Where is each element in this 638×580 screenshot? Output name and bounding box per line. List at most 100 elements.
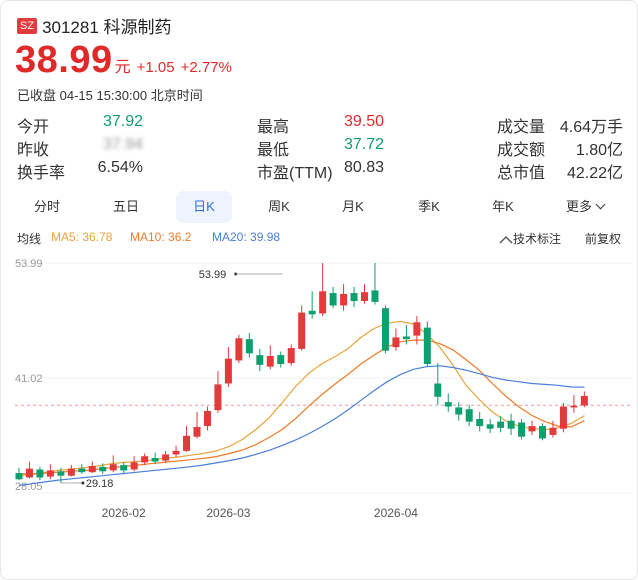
stat-label: 市盈(TTM) (257, 165, 333, 182)
market-badge: SZ (17, 17, 38, 34)
low-marker-dot (81, 481, 85, 485)
indicator-icon (499, 235, 513, 244)
chevron-down-icon (595, 199, 606, 210)
candle-body (141, 456, 149, 463)
x-tick-label: 2026-04 (374, 506, 418, 520)
candle-body (298, 312, 306, 349)
stock-name: 301281 科源制药 (42, 18, 172, 37)
candle-body (25, 468, 33, 478)
tab-5[interactable]: 季K (418, 199, 440, 214)
y-tick-label: 53.99 (15, 258, 43, 270)
candle-body (36, 469, 44, 478)
indicator-label: 技术标注 (513, 232, 562, 246)
candle-body (580, 395, 588, 406)
stat-label: 成交量 (497, 119, 546, 136)
stat-7: 市盈(TTM) 80.83 (257, 159, 384, 182)
stat-value: 37.72 (343, 136, 384, 153)
candle-body (361, 292, 369, 302)
tab-7[interactable]: 更多 (557, 191, 613, 223)
ma-line-ma10 (19, 339, 585, 475)
candle-body (392, 337, 400, 348)
candle-body (549, 427, 557, 435)
candle-body (172, 450, 180, 455)
candle-body (559, 406, 567, 429)
candle-body (434, 383, 442, 397)
stat-8: 总市值 42.22亿 (497, 159, 623, 182)
candle-body (277, 355, 285, 364)
price-change-pct: +2.77% (180, 59, 232, 76)
stat-label: 换手率 (17, 165, 66, 182)
candle-body (444, 402, 452, 407)
candle-body (46, 470, 54, 477)
candle-body (287, 348, 295, 364)
stat-value: 6.54% (97, 159, 143, 176)
candle-body (256, 355, 264, 365)
candle-body (15, 473, 23, 480)
stat-label: 最高 (257, 119, 290, 136)
price-row: 38.99 元 +1.05 +2.77% (15, 39, 232, 82)
candle-body (329, 293, 337, 306)
tab-3[interactable]: 周K (268, 199, 290, 214)
candle-body (78, 468, 86, 473)
ma10-label: MA10: 36.2 (130, 230, 192, 244)
tab-2[interactable]: 日K (176, 191, 232, 223)
candle-body (99, 466, 107, 472)
candle-body (319, 291, 327, 314)
stat-label: 今开 (17, 119, 50, 136)
stat-5: 成交额 1.80亿 (497, 136, 623, 159)
high-marker-label: 53.99 (199, 269, 227, 281)
candle-body (193, 426, 201, 437)
indicator-button[interactable]: 技术标注 (499, 230, 561, 247)
y-tick-label: 41.02 (15, 373, 43, 385)
candle-body (235, 338, 243, 361)
candle-body (88, 465, 96, 473)
stat-value: 37.94 (102, 136, 143, 153)
tab-0[interactable]: 分时 (33, 199, 60, 214)
candle-body (371, 290, 379, 302)
title-row: SZ 301281 科源制药 (17, 13, 172, 38)
tab-6[interactable]: 年K (492, 199, 514, 214)
candle-body (308, 310, 316, 315)
period-tabs: 分时 五日 日K 周K 月K 季K 年K 更多 (17, 191, 627, 223)
candle-body (245, 339, 253, 354)
market-status: 已收盘 04-15 15:30:00 北京时间 (17, 88, 203, 103)
candle-body (465, 409, 473, 422)
kline-chart: 53.99 41.02 28.05 53.99 29.18 2026-02 2026-03 2… (15, 258, 633, 520)
tab-4[interactable]: 月K (342, 199, 364, 214)
stat-label: 总市值 (497, 165, 546, 182)
ma-legend: 均线 MA5: 36.78 MA10: 36.2 MA20: 39.98 技术标… (17, 230, 627, 248)
price-unit: 元 (114, 59, 131, 76)
candle-body (162, 454, 170, 461)
candle-body (350, 293, 358, 302)
candle-body (203, 410, 211, 427)
candle-body (518, 422, 526, 437)
stat-value: 4.64万手 (559, 119, 623, 136)
stat-label: 昨收 (17, 142, 50, 159)
candle-body (497, 421, 505, 428)
candle-body (570, 405, 578, 408)
candle-body (402, 336, 410, 340)
candle-body (455, 407, 463, 415)
tab-1[interactable]: 五日 (112, 199, 139, 214)
stat-value: 80.83 (343, 159, 384, 176)
ma5-label: MA5: 36.78 (51, 230, 113, 244)
candle-body (381, 308, 389, 351)
ma-legend-title: 均线 (17, 232, 42, 246)
x-tick-label: 2026-02 (102, 506, 146, 520)
candle-body (413, 322, 421, 336)
stat-1: 最高 39.50 (257, 113, 384, 136)
low-marker-label: 29.18 (86, 478, 114, 490)
stat-value: 42.22亿 (566, 165, 623, 182)
adjust-button[interactable]: 前复权 (585, 232, 622, 246)
stat-0: 今开 37.92 (17, 113, 143, 136)
candle-body (130, 462, 138, 470)
stat-3: 昨收 37.94 (17, 136, 143, 159)
candle-body (57, 471, 65, 476)
price-change: +1.05 (136, 59, 175, 76)
stat-value: 39.50 (343, 113, 384, 130)
candle-body (120, 465, 128, 471)
stat-6: 换手率 6.54% (17, 159, 143, 182)
candle-body (67, 468, 75, 476)
candle-body (539, 426, 546, 439)
